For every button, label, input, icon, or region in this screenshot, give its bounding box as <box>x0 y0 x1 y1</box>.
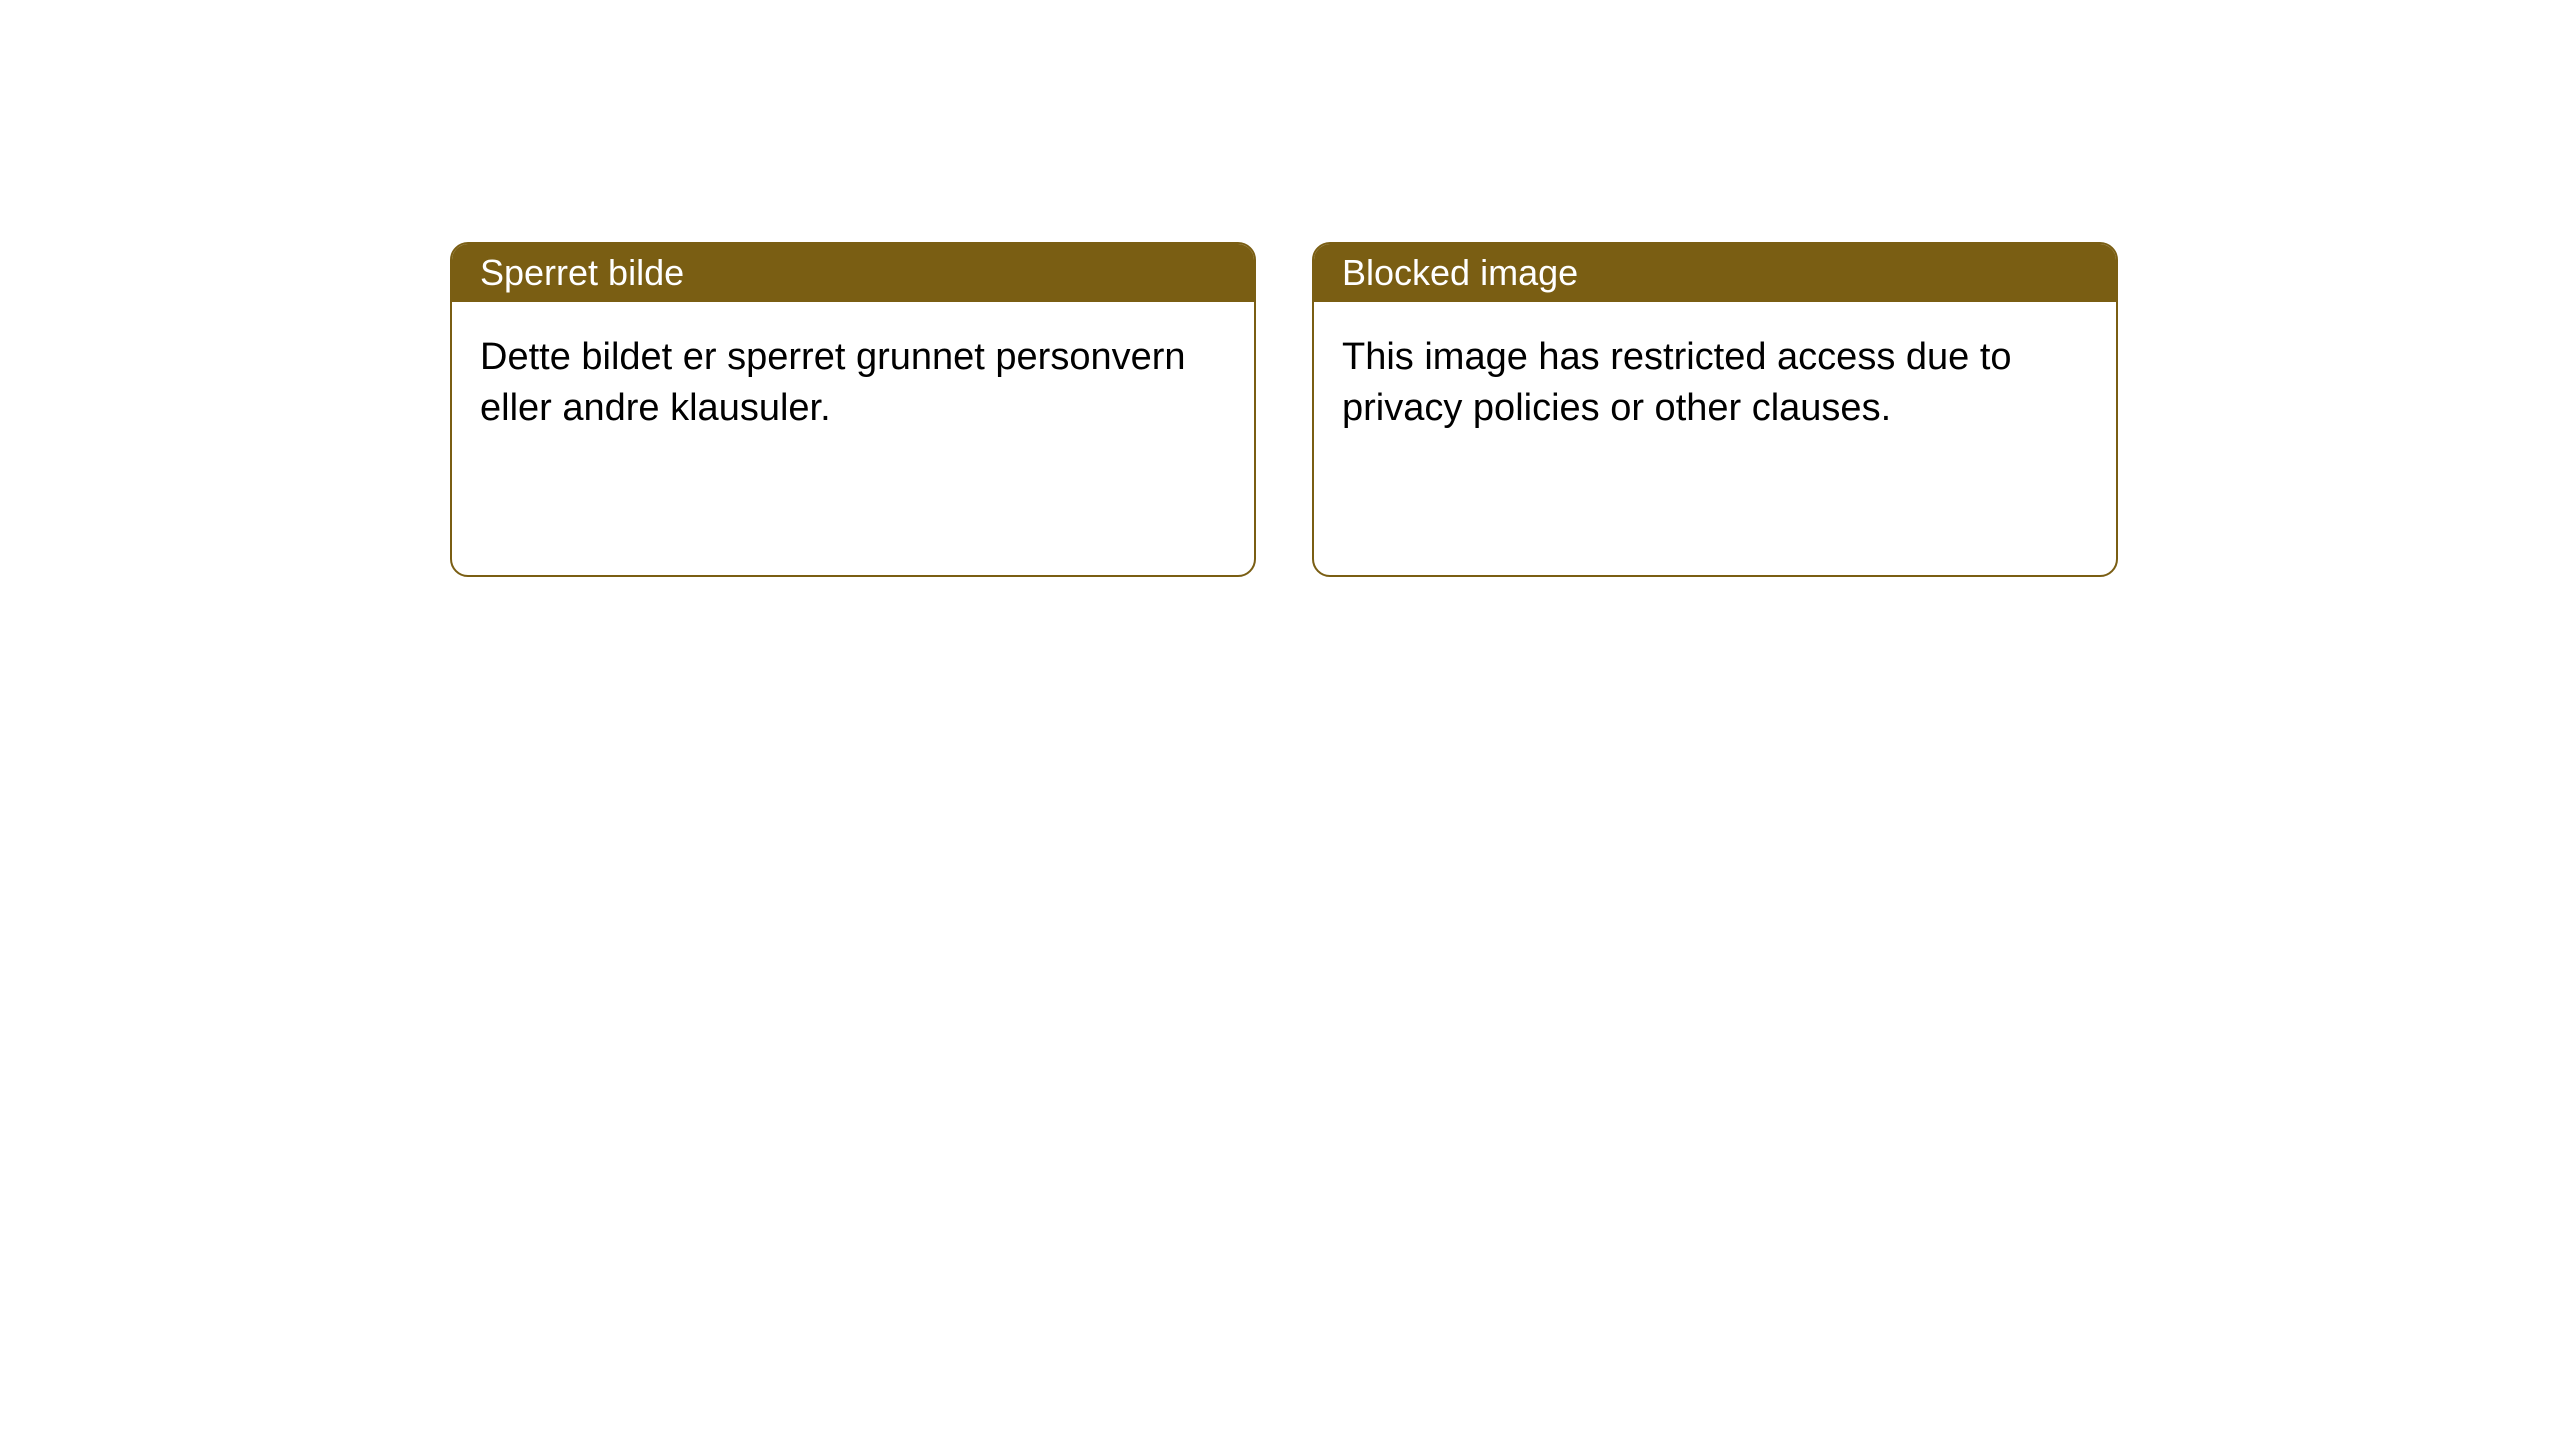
blocked-image-card-en: Blocked image This image has restricted … <box>1312 242 2118 577</box>
card-header-no: Sperret bilde <box>452 244 1254 302</box>
card-header-en: Blocked image <box>1314 244 2116 302</box>
blocked-image-card-no: Sperret bilde Dette bildet er sperret gr… <box>450 242 1256 577</box>
card-container: Sperret bilde Dette bildet er sperret gr… <box>0 0 2560 577</box>
card-body-en: This image has restricted access due to … <box>1314 302 2116 465</box>
card-body-no: Dette bildet er sperret grunnet personve… <box>452 302 1254 465</box>
